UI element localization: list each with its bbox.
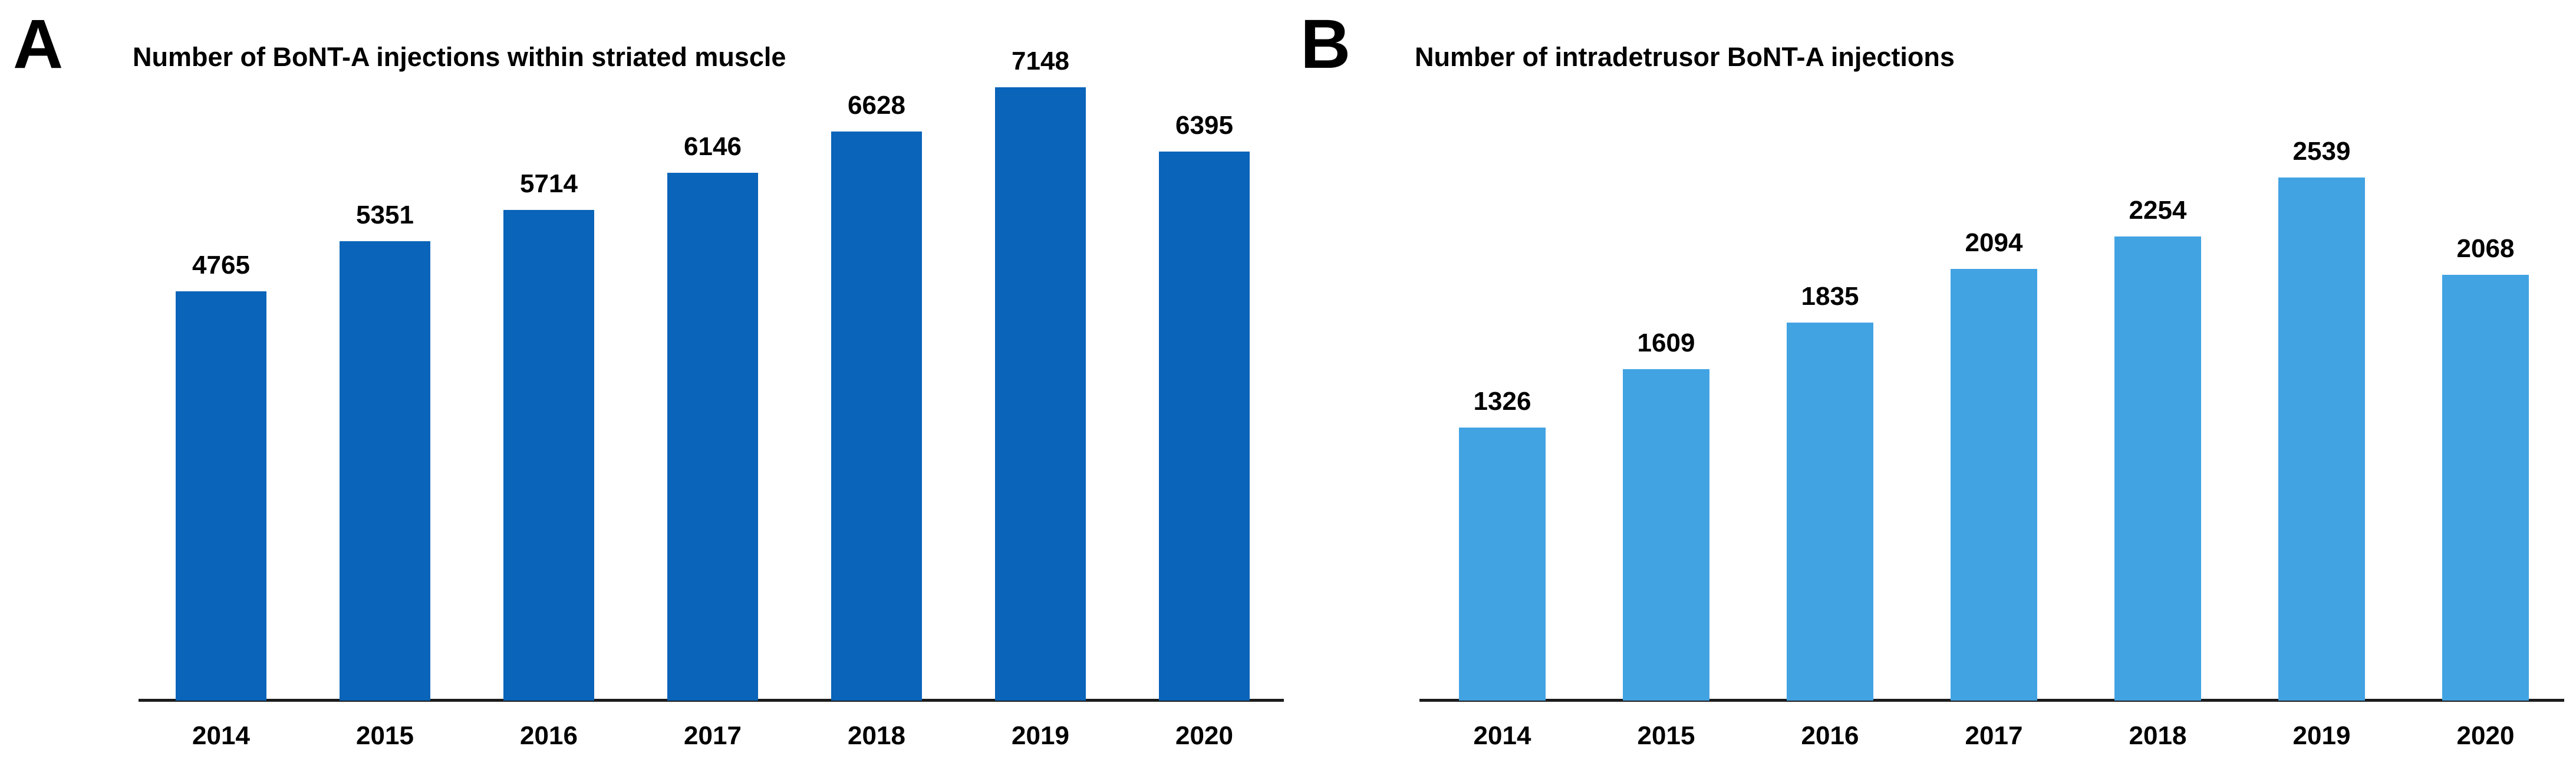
bar-2015 [1623, 369, 1709, 701]
x-tick-label-2014: 2014 [192, 721, 250, 750]
x-tick-label-2018: 2018 [848, 721, 905, 750]
x-tick-label-2018: 2018 [2129, 721, 2187, 750]
value-label-2014: 4765 [192, 251, 250, 280]
value-label-2020: 6395 [1175, 111, 1233, 140]
value-label-2019: 2539 [2292, 137, 2351, 166]
x-tick-label-2016: 2016 [1801, 721, 1859, 750]
value-label-2015: 5351 [356, 201, 414, 229]
bar-2016 [1787, 323, 1873, 701]
x-tick-label-2019: 2019 [1012, 721, 1069, 750]
x-tick-label-2019: 2019 [2292, 721, 2351, 750]
value-label-2014: 1326 [1473, 387, 1531, 416]
value-label-2018: 6628 [848, 91, 905, 120]
panel-b-chart-title: Number of intradetrusor BoNT-A injection… [1415, 42, 1955, 72]
value-label-2017: 6146 [684, 132, 742, 161]
x-tick-label-2014: 2014 [1473, 721, 1531, 750]
bar-2017 [667, 173, 758, 701]
value-label-2018: 2254 [2129, 196, 2187, 225]
x-tick-label-2020: 2020 [2456, 721, 2515, 750]
value-label-2016: 5714 [520, 169, 578, 198]
value-label-2017: 2094 [1965, 228, 2023, 257]
value-label-2020: 2068 [2456, 234, 2515, 263]
x-tick-label-2017: 2017 [1965, 721, 2023, 750]
x-tick-label-2016: 2016 [520, 721, 578, 750]
bar-2014 [1459, 428, 1546, 701]
bar-2015 [340, 241, 430, 701]
bar-2019 [2278, 178, 2365, 701]
x-tick-label-2015: 2015 [356, 721, 414, 750]
bar-2019 [995, 87, 1086, 701]
value-label-2015: 1609 [1637, 328, 1695, 357]
panel-b-plot-area: 1326 2014 1609 2015 1835 2016 2094 2017 2254 2018… [1419, 83, 2564, 749]
x-tick-label-2015: 2015 [1637, 721, 1695, 750]
bar-2020 [2442, 275, 2529, 701]
value-label-2019: 7148 [1012, 47, 1069, 75]
x-tick-label-2020: 2020 [1175, 721, 1233, 750]
panel-a: A Number of BoNT-A injections within str… [13, 5, 1284, 749]
panel-b: B Number of intradetrusor BoNT-A injecti… [1288, 0, 2576, 769]
bar-2018 [2114, 236, 2201, 701]
bar-2018 [831, 132, 922, 701]
bar-2014 [176, 291, 266, 701]
panel-a-chart-title: Number of BoNT-A injections within stria… [133, 42, 786, 72]
bar-2016 [503, 210, 594, 701]
panel-a-letter: A [13, 5, 63, 83]
x-tick-label-2017: 2017 [684, 721, 742, 750]
panel-a-plot-area: 4765 2014 5351 2015 5714 2016 6146 2017 6628 2018… [139, 48, 1284, 749]
bar-2017 [1951, 269, 2037, 701]
value-label-2016: 1835 [1801, 282, 1859, 311]
bar-2020 [1159, 152, 1250, 701]
panel-b-letter: B [1300, 5, 1350, 83]
